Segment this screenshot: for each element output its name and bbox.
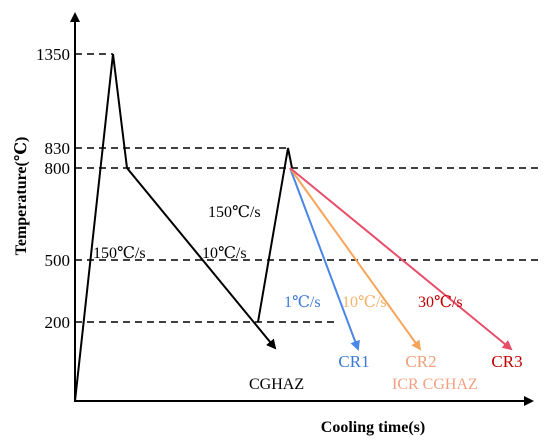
cr2-label: CR2	[405, 352, 436, 371]
first-cycle-cooling-arrow	[126, 167, 277, 350]
rate-label-150-up: 150℃/s	[93, 245, 146, 262]
rate-label-1: 1℃/s	[284, 294, 321, 311]
y-axis-title: Temperature(℃)	[13, 137, 30, 256]
cghaz-label: CGHAZ	[249, 376, 304, 393]
cr3-cooling-arrow	[289, 167, 513, 351]
cr2-cooling-arrow	[289, 167, 422, 351]
y-tick-1350: 1350	[36, 45, 70, 64]
icr-cghaz-label: ICR CGHAZ	[392, 376, 478, 393]
cr1-cooling-arrow	[289, 167, 360, 351]
rate-label-10: 10℃/s	[342, 294, 387, 311]
second-cycle-curve	[257, 147, 293, 323]
y-tick-800: 800	[45, 159, 71, 178]
y-tick-200: 200	[45, 313, 71, 332]
rate-label-10-first: 10℃/s	[202, 245, 247, 262]
y-tick-500: 500	[45, 251, 71, 270]
cr1-label: CR1	[338, 352, 369, 371]
rate-label-30: 30℃/s	[418, 294, 463, 311]
x-axis-title: Cooling time(s)	[321, 419, 425, 436]
y-tick-830: 830	[45, 139, 71, 158]
cr3-label: CR3	[491, 352, 522, 371]
rate-label-150-down: 150℃/s	[208, 204, 261, 221]
first-cycle-curve	[74, 53, 128, 402]
